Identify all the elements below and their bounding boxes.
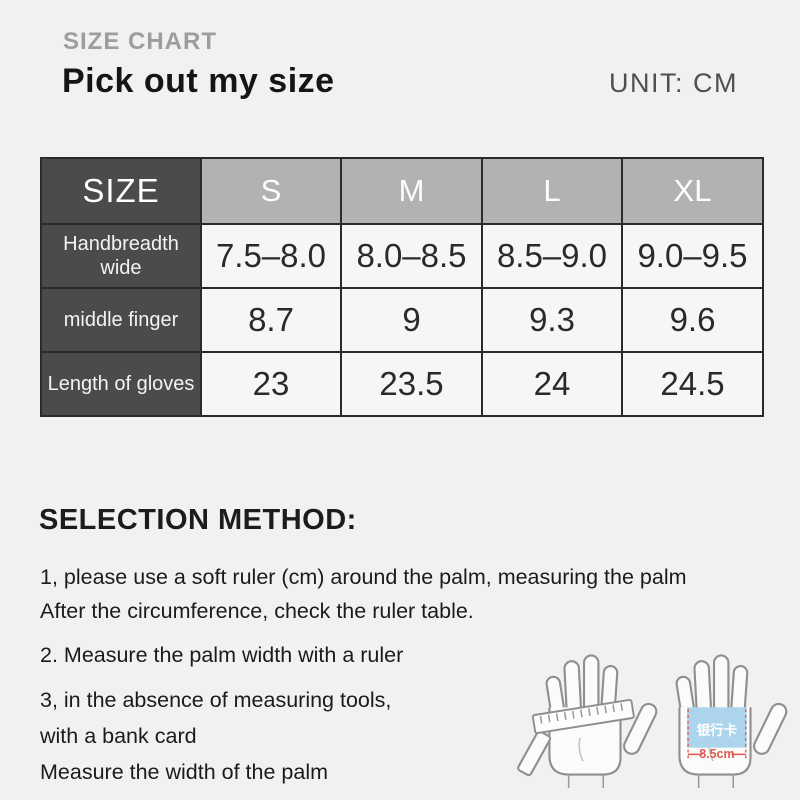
- page-title: Pick out my size: [62, 62, 335, 100]
- value-cell: 24: [481, 351, 623, 417]
- row-label-handbreadth: Handbreadth wide: [40, 223, 202, 289]
- value-cell: 9: [340, 287, 483, 353]
- eyebrow-label: SIZE CHART: [63, 28, 217, 55]
- value-cell: 9.3: [481, 287, 623, 353]
- step-1-line-1: 1, please use a soft ruler (cm) around t…: [40, 565, 687, 589]
- value-cell: 8.7: [200, 287, 342, 353]
- ruler-ticks: [539, 703, 624, 724]
- value-cell: 23.5: [340, 351, 483, 417]
- size-col-s: S: [200, 157, 342, 225]
- row-label-length: Length of gloves: [40, 351, 202, 417]
- ruler-band: [531, 698, 635, 734]
- row-label-middle-finger: middle finger: [40, 287, 202, 353]
- value-cell: 7.5–8.0: [200, 223, 342, 289]
- table-row-middle-finger: middle finger 8.7 9 9.3 9.6: [40, 287, 764, 353]
- step-2-line-1: 2. Measure the palm width with a ruler: [40, 643, 404, 667]
- size-col-l: L: [481, 157, 623, 225]
- measurement-illustration: 银行卡 8.5cm: [517, 642, 792, 792]
- selection-method-steps: 1, please use a soft ruler (cm) around t…: [40, 560, 752, 800]
- soft-ruler-band: [517, 698, 635, 777]
- unit-label: UNIT: CM: [609, 68, 738, 98]
- size-col-xl: XL: [621, 157, 764, 225]
- selection-method-heading: SELECTION METHOD:: [39, 504, 357, 536]
- size-table: SIZE S M L XL Handbreadth wide 7.5–8.0 8…: [40, 157, 764, 417]
- hand-with-ruler-illustration: [517, 654, 660, 790]
- value-cell: 8.0–8.5: [340, 223, 483, 289]
- size-col-m: M: [340, 157, 483, 225]
- value-cell: 23: [200, 351, 342, 417]
- size-table-corner: SIZE: [40, 157, 202, 225]
- step-1: 1, please use a soft ruler (cm) around t…: [40, 560, 752, 628]
- size-table-header-row: SIZE S M L XL: [40, 157, 764, 225]
- value-cell: 24.5: [621, 351, 764, 417]
- table-row-length: Length of gloves 23 23.5 24 24.5: [40, 351, 764, 417]
- value-cell: 9.0–9.5: [621, 223, 764, 289]
- step-3-line-3: Measure the width of the palm: [40, 760, 329, 784]
- step-2: 2. Measure the palm width with a ruler: [40, 638, 752, 672]
- bank-card: [687, 707, 747, 748]
- step-3-line-2: with a bank card: [40, 724, 197, 748]
- step-1-line-2: After the circumference, check the ruler…: [40, 599, 474, 623]
- hand-with-bank-card-illustration: 银行卡 8.5cm: [674, 654, 790, 790]
- value-cell: 8.5–9.0: [481, 223, 623, 289]
- step-3-line-1: 3, in the absence of measuring tools,: [40, 688, 392, 712]
- table-row-handbreadth: Handbreadth wide 7.5–8.0 8.0–8.5 8.5–9.0…: [40, 223, 764, 289]
- step-3: 3, in the absence of measuring tools, wi…: [40, 682, 752, 790]
- value-cell: 9.6: [621, 287, 764, 353]
- palm-width-label: 8.5cm: [699, 747, 734, 761]
- bank-card-label: 银行卡: [697, 722, 738, 739]
- ruler-tail: [517, 730, 552, 777]
